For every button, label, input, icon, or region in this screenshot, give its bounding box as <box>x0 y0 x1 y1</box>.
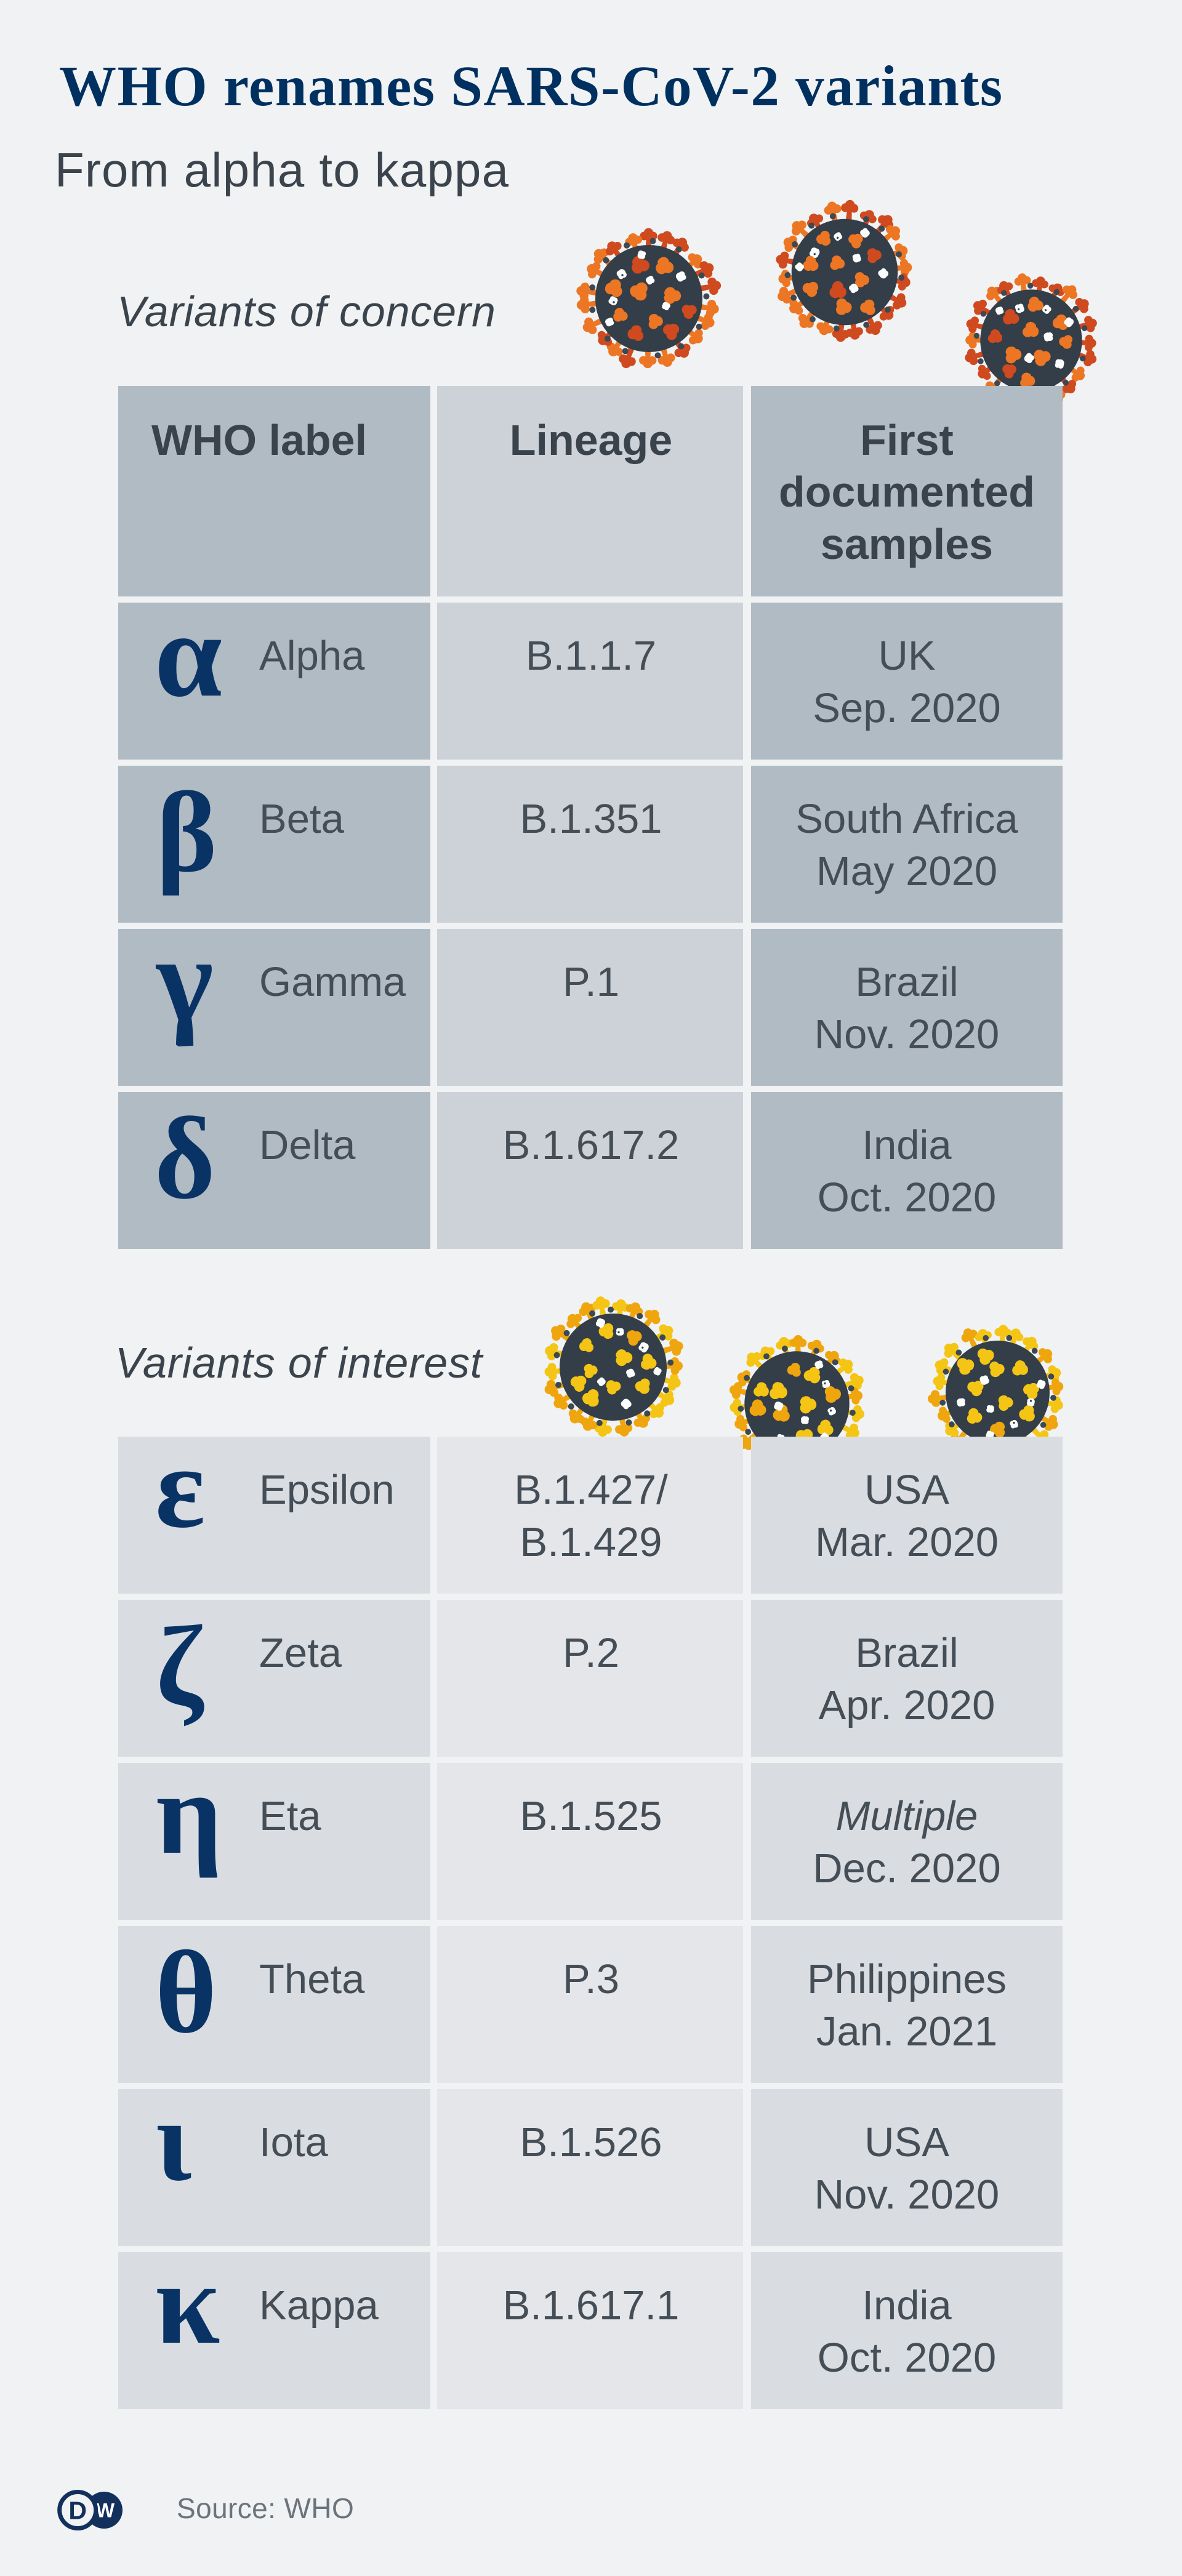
svg-text:W: W <box>96 2500 115 2522</box>
svg-text:D: D <box>68 2497 87 2525</box>
